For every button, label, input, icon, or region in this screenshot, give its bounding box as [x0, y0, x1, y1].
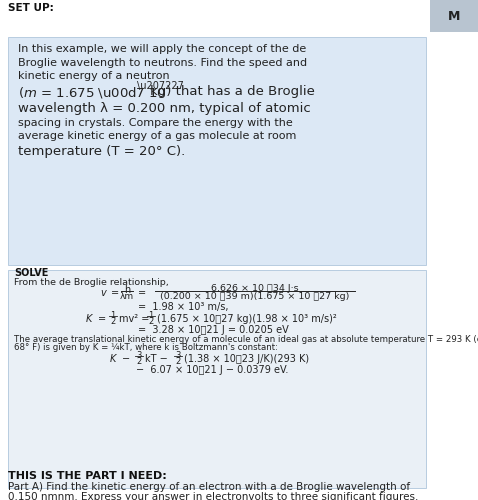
- Text: Broglie wavelength to neutrons. Find the speed and: Broglie wavelength to neutrons. Find the…: [18, 58, 307, 68]
- Text: ($m$ = 1.675 \u00d7 10: ($m$ = 1.675 \u00d7 10: [18, 86, 166, 100]
- Text: kg) that has a de Broglie: kg) that has a de Broglie: [150, 86, 315, 98]
- Text: =  3.28 × 10⁲21 J = 0.0205 eV: = 3.28 × 10⁲21 J = 0.0205 eV: [138, 325, 289, 335]
- Text: −: −: [122, 354, 130, 364]
- Text: 2: 2: [136, 357, 141, 366]
- Text: wavelength λ = 0.200 nm, typical of atomic: wavelength λ = 0.200 nm, typical of atom…: [18, 102, 311, 115]
- Text: (1.38 × 10⁲23 J/K)(293 K): (1.38 × 10⁲23 J/K)(293 K): [184, 354, 309, 364]
- Text: K: K: [110, 354, 116, 364]
- Text: (0.200 × 10 ⁲39 m)(1.675 × 10 ⁲27 kg): (0.200 × 10 ⁲39 m)(1.675 × 10 ⁲27 kg): [160, 292, 350, 301]
- Text: =: =: [111, 288, 119, 298]
- Text: SOLVE: SOLVE: [14, 268, 48, 278]
- Text: 2: 2: [110, 317, 115, 326]
- Text: average kinetic energy of a gas molecule at room: average kinetic energy of a gas molecule…: [18, 131, 296, 141]
- Text: \u207227: \u207227: [137, 80, 184, 90]
- Text: 0.150 nmnm. Express your answer in electronvolts to three significant figures.: 0.150 nmnm. Express your answer in elect…: [8, 492, 418, 500]
- Text: 68° F) is given by K = ¼kT, where k is Boltzmann's constant:: 68° F) is given by K = ¼kT, where k is B…: [14, 343, 278, 352]
- Text: The average translational kinetic energy of a molecule of an ideal gas at absolu: The average translational kinetic energy…: [14, 335, 478, 344]
- Text: K: K: [86, 314, 92, 324]
- Text: h: h: [124, 285, 130, 295]
- Text: λm: λm: [120, 292, 134, 301]
- Text: SET UP:: SET UP:: [8, 3, 54, 13]
- Text: 1: 1: [110, 311, 115, 320]
- Text: −  6.07 × 10⁲21 J − 0.0379 eV.: − 6.07 × 10⁲21 J − 0.0379 eV.: [136, 365, 288, 375]
- Text: 6.626 × 10 ⁲34 J·s: 6.626 × 10 ⁲34 J·s: [211, 284, 299, 293]
- Text: Part A) Find the kinetic energy of an electron with a de Broglie wavelength of: Part A) Find the kinetic energy of an el…: [8, 482, 410, 492]
- Bar: [8, 37, 426, 265]
- Text: =: =: [138, 288, 146, 298]
- Text: 2: 2: [148, 317, 153, 326]
- Text: 3: 3: [175, 351, 180, 360]
- Text: v: v: [100, 288, 106, 298]
- Text: 3: 3: [136, 351, 141, 360]
- Text: 2: 2: [175, 357, 180, 366]
- Text: 1: 1: [148, 311, 153, 320]
- Text: =  1.98 × 10³ m/s,: = 1.98 × 10³ m/s,: [138, 302, 228, 312]
- Text: M: M: [448, 10, 460, 22]
- Text: (1.675 × 10⁲27 kg)(1.98 × 10³ m/s)²: (1.675 × 10⁲27 kg)(1.98 × 10³ m/s)²: [157, 314, 337, 324]
- Text: THIS IS THE PART I NEED:: THIS IS THE PART I NEED:: [8, 471, 167, 481]
- Text: In this example, we will apply the concept of the de: In this example, we will apply the conce…: [18, 44, 306, 54]
- Text: From the de Broglie relationship,: From the de Broglie relationship,: [14, 278, 169, 287]
- Text: kT −: kT −: [145, 354, 168, 364]
- Text: =: =: [98, 314, 106, 324]
- Bar: [430, 0, 478, 32]
- Text: spacing in crystals. Compare the energy with the: spacing in crystals. Compare the energy …: [18, 118, 293, 128]
- Bar: [8, 270, 426, 488]
- Text: kinetic energy of a neutron: kinetic energy of a neutron: [18, 71, 170, 81]
- Text: mv² =: mv² =: [119, 314, 149, 324]
- Text: temperature (Τ = 20° C).: temperature (Τ = 20° C).: [18, 144, 185, 158]
